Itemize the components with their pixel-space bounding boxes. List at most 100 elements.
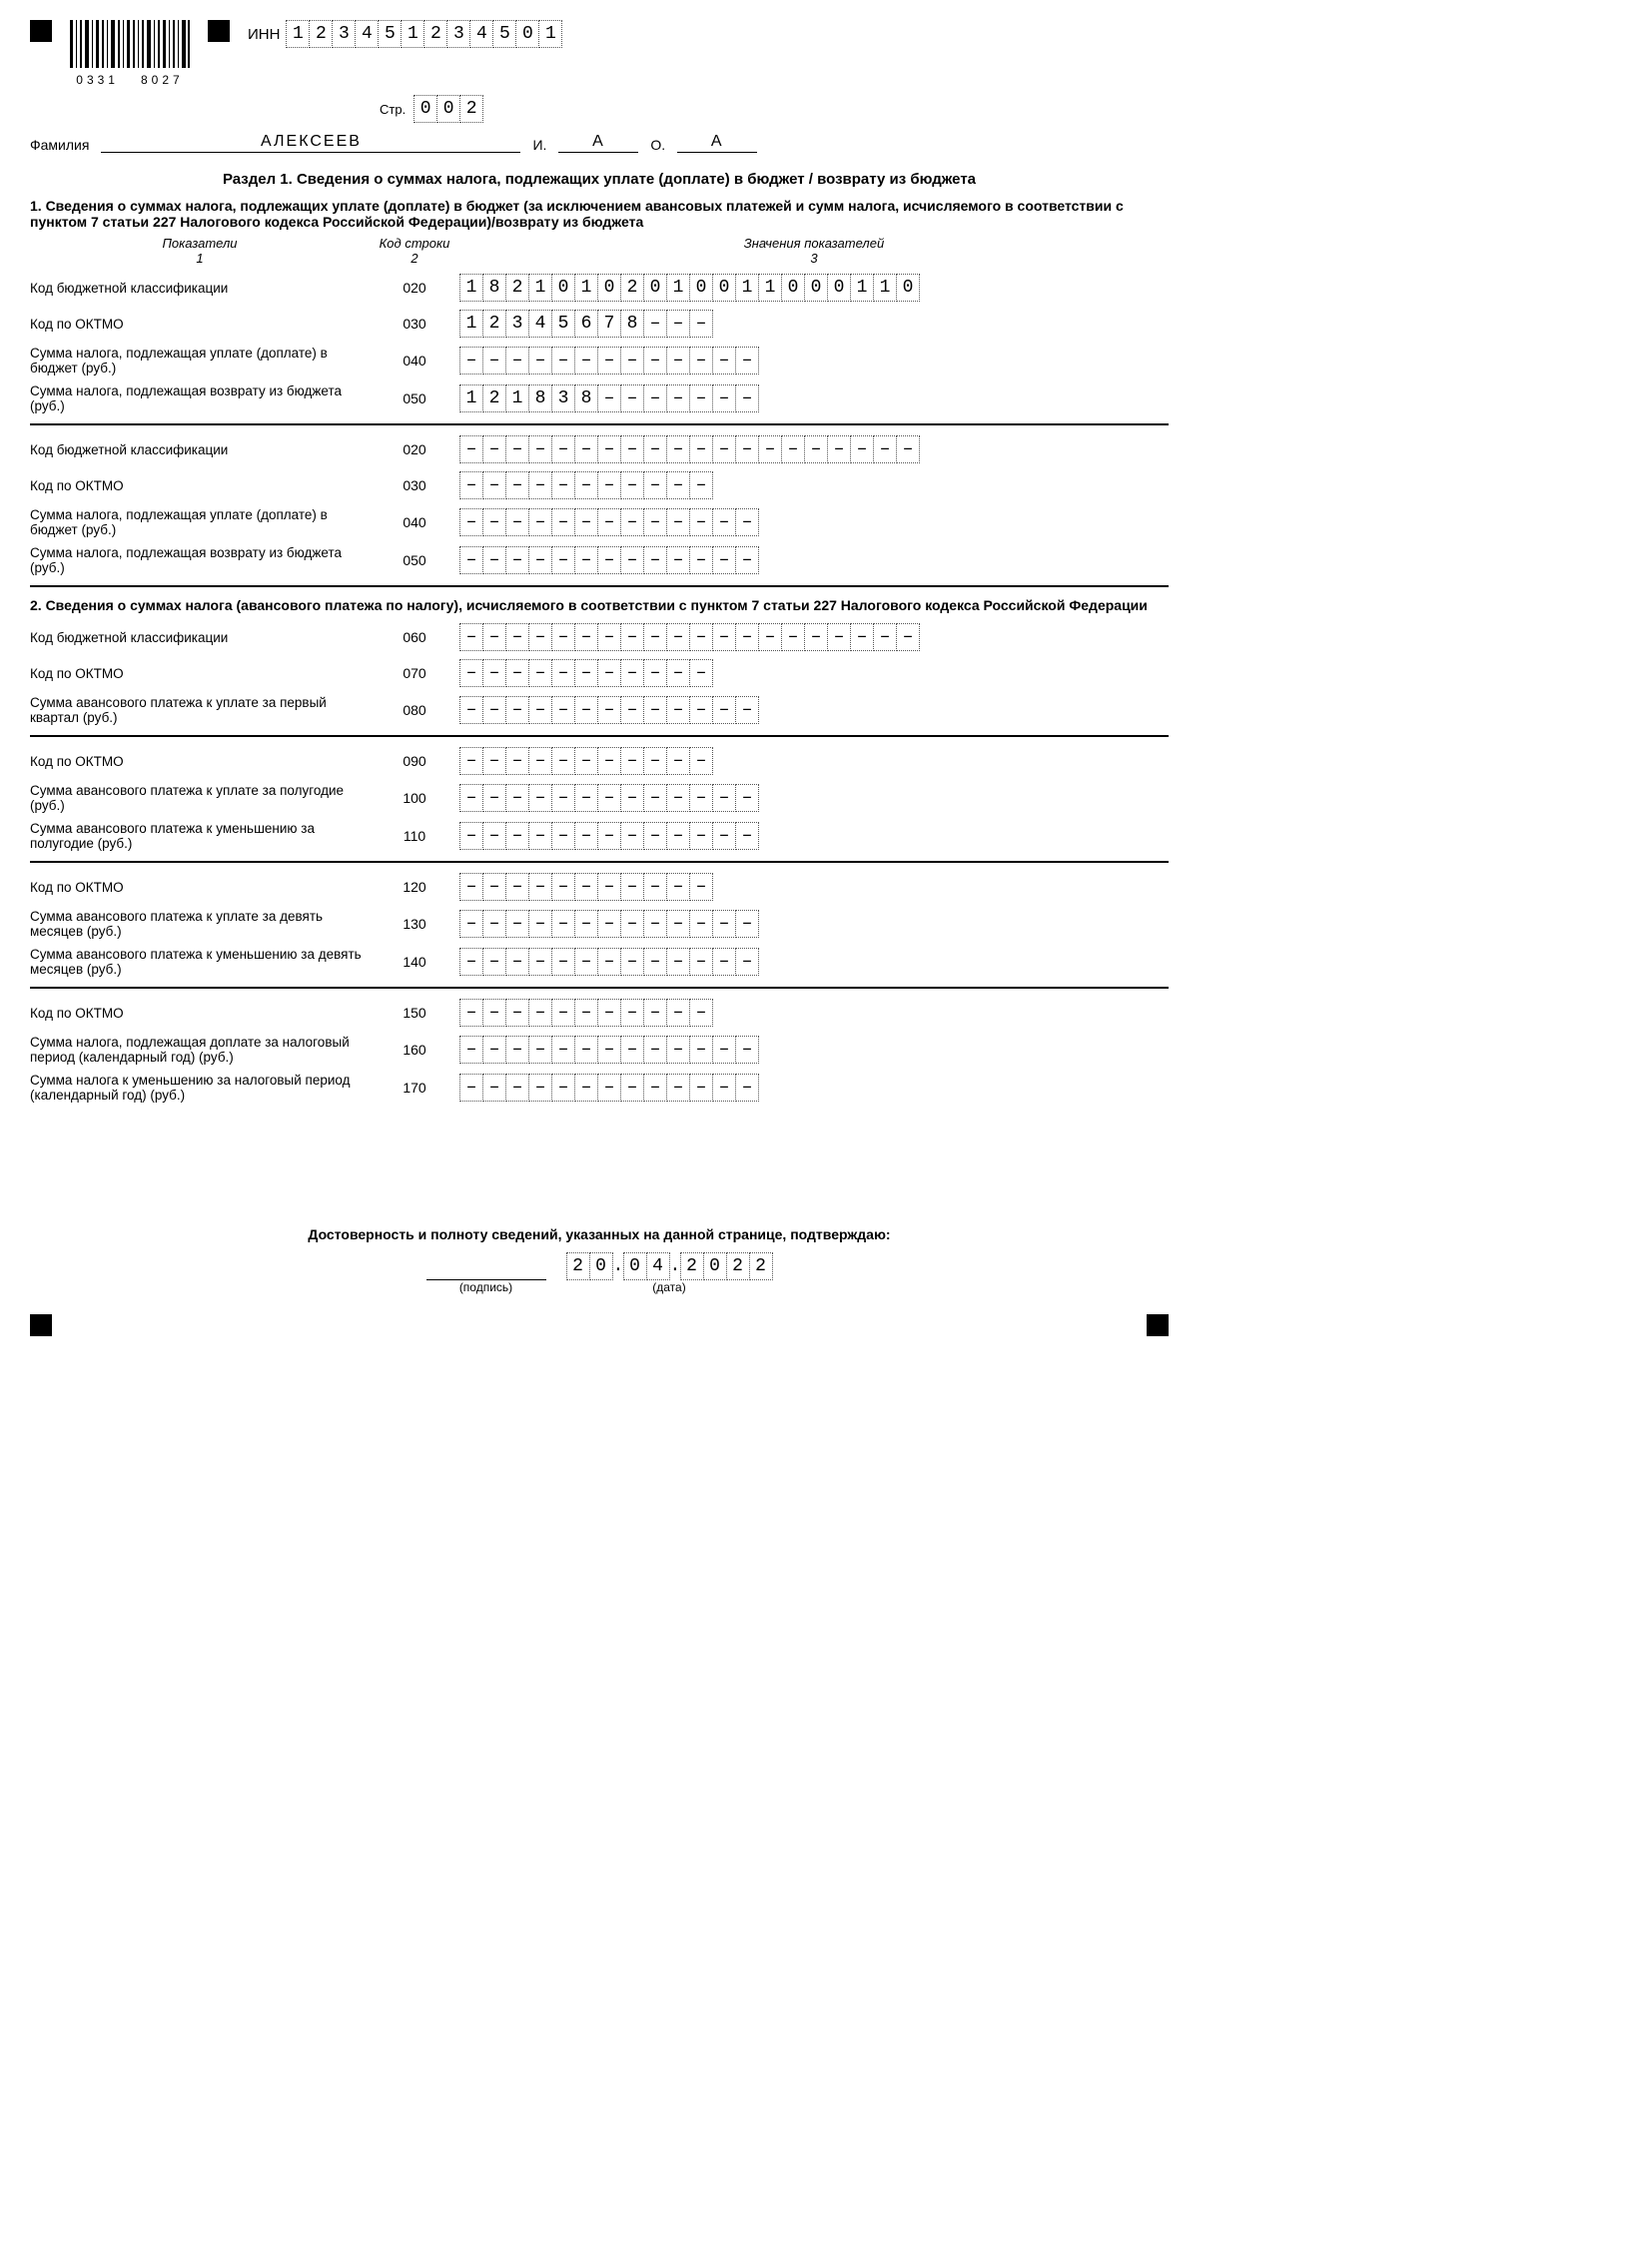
char-cell: – [620, 999, 644, 1027]
form-row: Сумма авансового платежа к уплате за дев… [30, 905, 1169, 943]
char-cell: 2 [680, 1252, 704, 1280]
char-cell: – [528, 1036, 552, 1064]
char-cell: – [666, 873, 690, 901]
char-cell: – [482, 659, 506, 687]
char-cell: 2 [749, 1252, 773, 1280]
char-cell: – [505, 873, 529, 901]
row-code: 020 [370, 280, 459, 296]
char-cell: – [551, 546, 575, 574]
char-cell: – [482, 508, 506, 536]
char-cell: – [505, 910, 529, 938]
row-code: 140 [370, 954, 459, 970]
char-cell: – [896, 623, 920, 651]
char-cell: – [689, 347, 713, 375]
char-cell: – [620, 696, 644, 724]
row-value-cells: 18210102010011000110 [459, 274, 1169, 302]
char-cell: – [643, 310, 667, 338]
initial-o-value: А [677, 133, 757, 153]
char-cell: – [459, 471, 483, 499]
char-cell: – [482, 873, 506, 901]
char-cell: – [666, 508, 690, 536]
char-cell: – [781, 623, 805, 651]
row-value-cells: ––––––––––– [459, 659, 1169, 687]
char-cell: – [505, 1074, 529, 1102]
char-cell: – [505, 508, 529, 536]
char-cell: – [528, 910, 552, 938]
char-cell: – [643, 873, 667, 901]
char-cell: – [482, 747, 506, 775]
surname-label: Фамилия [30, 137, 89, 153]
row-code: 050 [370, 390, 459, 406]
char-cell: – [620, 508, 644, 536]
char-cell: 0 [781, 274, 805, 302]
initial-o-label: О. [650, 137, 665, 153]
char-cell: 1 [758, 274, 782, 302]
char-cell: – [620, 822, 644, 850]
char-cell: – [574, 873, 598, 901]
char-cell: 0 [827, 274, 851, 302]
initial-i-value: А [558, 133, 638, 153]
row-value-cells: ––––––––––– [459, 471, 1169, 499]
initial-i-label: И. [532, 137, 546, 153]
char-cell: 2 [620, 274, 644, 302]
footer-confirm: Достоверность и полноту сведений, указан… [30, 1226, 1169, 1242]
char-cell: – [850, 435, 874, 463]
row-value-cells: ––––––––––––– [459, 948, 1169, 976]
row-code: 020 [370, 441, 459, 457]
row-value-cells: ––––––––––– [459, 873, 1169, 901]
char-cell: – [597, 623, 621, 651]
char-cell: – [459, 784, 483, 812]
char-cell: – [735, 784, 759, 812]
char-cell: – [551, 623, 575, 651]
char-cell: – [597, 435, 621, 463]
row-code: 170 [370, 1080, 459, 1096]
row-label: Сумма авансового платежа к уменьшению за… [30, 947, 370, 977]
char-cell: – [758, 623, 782, 651]
form-row: Код по ОКТМО090––––––––––– [30, 743, 1169, 779]
barcode-num-left: 0331 [76, 73, 119, 87]
inn-cells: 123451234501 [286, 20, 562, 48]
char-cell: – [597, 784, 621, 812]
form-row: Сумма авансового платежа к уменьшению за… [30, 943, 1169, 981]
char-cell: 2 [423, 20, 447, 48]
char-cell: – [666, 1074, 690, 1102]
char-cell: – [643, 822, 667, 850]
char-cell: – [482, 822, 506, 850]
char-cell: – [597, 384, 621, 412]
row-value-cells: ––––––––––– [459, 999, 1169, 1027]
row-value-cells: ––––––––––––– [459, 784, 1169, 812]
char-cell: – [482, 546, 506, 574]
char-cell: – [735, 910, 759, 938]
char-cell: 0 [623, 1252, 647, 1280]
char-cell: – [735, 1074, 759, 1102]
char-cell: – [505, 546, 529, 574]
char-cell: – [551, 873, 575, 901]
char-cell: 0 [804, 274, 828, 302]
char-cell: 1 [401, 20, 424, 48]
char-cell: 1 [505, 384, 529, 412]
char-cell: – [459, 508, 483, 536]
char-cell: – [712, 822, 736, 850]
char-cell: – [528, 347, 552, 375]
char-cell: – [551, 784, 575, 812]
form-row: Код бюджетной классификации0201821010201… [30, 270, 1169, 306]
char-cell: – [896, 435, 920, 463]
form-row: Сумма налога, подлежащая доплате за нало… [30, 1031, 1169, 1069]
form-row: Код по ОКТМО150––––––––––– [30, 995, 1169, 1031]
char-cell: – [482, 1074, 506, 1102]
char-cell: – [666, 471, 690, 499]
char-cell: – [712, 384, 736, 412]
row-value-cells: –––––––––––––––––––– [459, 623, 1169, 651]
char-cell: – [459, 999, 483, 1027]
char-cell: – [528, 659, 552, 687]
corner-marker [1147, 1314, 1169, 1336]
barcode-num-right: 8027 [141, 73, 184, 87]
row-code: 050 [370, 552, 459, 568]
char-cell: 0 [413, 95, 437, 123]
date-label: (дата) [566, 1280, 773, 1294]
char-cell: – [459, 347, 483, 375]
char-cell: – [574, 471, 598, 499]
char-cell: – [459, 546, 483, 574]
row-value-cells: ––––––––––––– [459, 546, 1169, 574]
char-cell: – [505, 747, 529, 775]
